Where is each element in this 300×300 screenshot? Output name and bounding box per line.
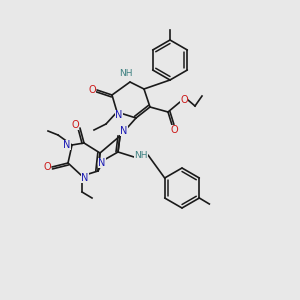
Text: N: N — [81, 173, 89, 183]
Text: N: N — [63, 140, 71, 150]
Text: N: N — [115, 110, 123, 120]
Text: N: N — [120, 126, 128, 136]
Text: O: O — [170, 125, 178, 135]
Text: N: N — [98, 158, 106, 168]
Text: O: O — [180, 95, 188, 105]
Text: NH: NH — [119, 70, 133, 79]
Text: O: O — [43, 162, 51, 172]
Text: O: O — [170, 125, 178, 135]
Text: O: O — [88, 85, 96, 95]
Text: N: N — [81, 173, 89, 183]
Text: O: O — [43, 162, 51, 172]
Text: N: N — [98, 158, 106, 168]
Text: NH: NH — [134, 151, 148, 160]
Text: NH: NH — [134, 151, 148, 160]
Text: O: O — [180, 95, 188, 105]
Text: NH: NH — [119, 70, 133, 79]
Text: O: O — [71, 120, 79, 130]
Text: N: N — [63, 140, 71, 150]
Text: N: N — [120, 126, 128, 136]
Text: O: O — [71, 120, 79, 130]
Text: O: O — [88, 85, 96, 95]
Text: N: N — [115, 110, 123, 120]
